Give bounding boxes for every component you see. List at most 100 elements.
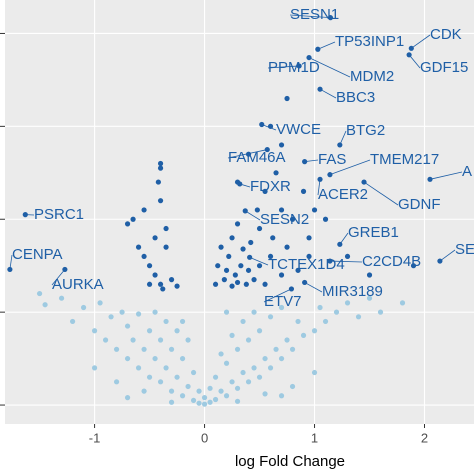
gene-label: MIR3189 xyxy=(322,283,383,300)
gene-label: TP53INP1 xyxy=(335,33,404,50)
x-tick-label: -1 xyxy=(89,430,101,445)
gene-label: VWCE xyxy=(276,121,321,138)
point xyxy=(212,281,219,287)
point xyxy=(240,318,246,325)
point xyxy=(179,393,186,399)
point xyxy=(218,388,224,394)
point xyxy=(141,346,147,352)
point xyxy=(215,263,221,269)
point xyxy=(124,221,131,227)
point xyxy=(311,207,318,213)
point xyxy=(152,309,158,315)
point xyxy=(322,318,329,325)
leader-line xyxy=(329,159,371,176)
gene-label: FAS xyxy=(318,151,346,168)
point xyxy=(212,396,219,403)
labeled-point xyxy=(337,241,343,247)
labeled-point xyxy=(242,208,248,214)
point xyxy=(168,277,175,283)
labeled-point xyxy=(406,52,412,58)
gene-label: BTG2 xyxy=(346,122,385,139)
point xyxy=(42,302,48,308)
point xyxy=(229,235,235,241)
points xyxy=(36,95,417,407)
point xyxy=(157,379,164,385)
gene-label: SE xyxy=(455,241,474,258)
point xyxy=(238,263,244,269)
point xyxy=(226,253,232,260)
point xyxy=(234,279,241,286)
labeled-point xyxy=(327,172,333,178)
point xyxy=(223,267,230,273)
leader-line xyxy=(304,282,323,293)
point xyxy=(179,355,186,362)
labeled-point xyxy=(247,254,253,260)
labeled-point xyxy=(296,63,302,69)
labeled-point xyxy=(317,86,323,92)
point xyxy=(256,225,263,232)
labeled-point xyxy=(337,142,343,148)
point xyxy=(289,216,296,222)
gene-label: GDF15 xyxy=(420,59,468,76)
point xyxy=(185,383,191,390)
point xyxy=(256,328,263,334)
point xyxy=(410,263,417,269)
point xyxy=(201,401,208,407)
point xyxy=(218,244,224,250)
point xyxy=(254,207,260,213)
point xyxy=(221,277,227,283)
point xyxy=(124,323,131,329)
point xyxy=(174,374,180,380)
point xyxy=(377,309,384,315)
gene-label: A xyxy=(462,163,472,180)
point xyxy=(295,267,301,273)
leader-line xyxy=(245,210,261,221)
labeled-point xyxy=(62,266,68,273)
gene-label: ETV7 xyxy=(264,293,302,310)
point xyxy=(270,235,276,241)
point xyxy=(212,374,219,380)
point xyxy=(366,272,373,278)
point xyxy=(300,332,307,338)
point xyxy=(344,253,351,260)
point xyxy=(262,391,268,397)
point xyxy=(36,290,43,297)
x-tick-label: 0 xyxy=(201,430,208,445)
leader-line xyxy=(267,65,300,69)
point xyxy=(322,216,329,222)
point xyxy=(251,277,257,283)
labeled-point xyxy=(306,54,312,61)
point xyxy=(251,309,257,315)
point xyxy=(135,244,142,250)
labeled-point xyxy=(361,179,367,185)
point xyxy=(245,267,252,273)
leader-line xyxy=(308,57,351,78)
gene-label: TCTEX1D4 xyxy=(268,256,345,273)
point xyxy=(152,272,158,278)
point xyxy=(223,393,230,399)
point xyxy=(196,400,202,406)
point xyxy=(289,383,296,390)
point xyxy=(245,379,252,385)
labeled-point xyxy=(288,286,295,292)
point xyxy=(262,355,268,362)
leader-line xyxy=(249,256,269,266)
labeled-point xyxy=(237,181,243,187)
point xyxy=(168,399,175,405)
point xyxy=(223,360,230,366)
gene-label: C2CD4B xyxy=(362,253,421,270)
point xyxy=(135,365,142,371)
leader-line xyxy=(263,288,292,303)
point xyxy=(141,207,147,213)
point xyxy=(124,355,131,362)
point xyxy=(91,328,98,334)
leader-line xyxy=(289,14,331,19)
point xyxy=(157,160,164,167)
gene-label: GREB1 xyxy=(348,224,399,241)
point xyxy=(163,244,169,250)
point xyxy=(108,314,114,320)
point xyxy=(278,304,285,311)
point xyxy=(157,198,164,204)
point xyxy=(317,304,323,311)
point xyxy=(248,239,254,246)
